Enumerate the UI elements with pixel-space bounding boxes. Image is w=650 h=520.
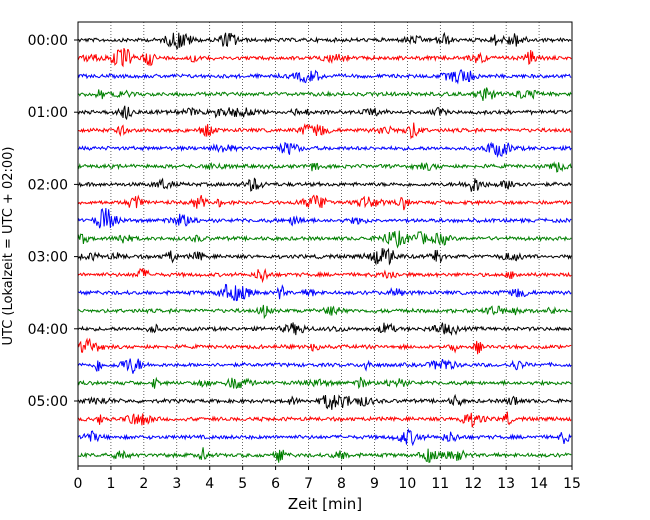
x-axis-label: Zeit [min]	[288, 495, 362, 513]
x-tick-label: 6	[271, 476, 280, 492]
trace-00:30	[77, 69, 572, 85]
trace-05:00	[77, 393, 572, 410]
trace-01:30	[77, 141, 572, 158]
x-tick-label: 8	[337, 476, 346, 492]
y-tick-label: 01:00	[28, 105, 68, 121]
x-tick-label: 3	[172, 476, 181, 492]
y-tick-label: 00:00	[28, 33, 68, 49]
x-tick-label: 15	[563, 476, 581, 492]
trace-04:00	[77, 322, 572, 337]
trace-04:30	[77, 358, 572, 374]
x-tick-label: 14	[530, 476, 548, 492]
x-tick-label: 12	[464, 476, 482, 492]
trace-02:15	[77, 194, 572, 211]
x-tick-label: 9	[370, 476, 379, 492]
x-tick-label: 13	[497, 476, 515, 492]
trace-05:15	[77, 411, 572, 428]
x-axis-ticks: 0 1 2 3 4 5 6 7 8 9 10 11 12 13 14 15	[74, 466, 581, 492]
trace-05:45	[77, 447, 572, 463]
grid-lines	[110, 22, 540, 466]
trace-05:30	[77, 428, 572, 447]
trace-02:30	[77, 207, 572, 229]
trace-04:15	[77, 337, 572, 355]
trace-04:45	[77, 376, 572, 390]
trace-00:45	[77, 87, 572, 102]
y-tick-label: 02:00	[28, 177, 68, 193]
trace-03:00	[77, 247, 572, 266]
y-tick-label: 04:00	[28, 322, 68, 338]
x-tick-label: 0	[74, 476, 83, 492]
trace-03:45	[78, 304, 572, 320]
y-tick-label: 03:00	[28, 250, 68, 266]
trace-00:15	[77, 48, 572, 68]
y-axis-label: UTC (Lokalzeit = UTC + 02:00)	[1, 147, 16, 346]
y-axis-ticks: 00:00 01:00 02:00 03:00 04:00 05:00	[28, 33, 78, 410]
trace-01:45	[77, 161, 572, 173]
y-tick-label: 05:00	[28, 394, 68, 410]
x-tick-label: 4	[205, 476, 214, 492]
trace-02:45	[77, 230, 572, 249]
plot-frame	[77, 21, 573, 467]
trace-03:30	[77, 283, 572, 302]
x-tick-label: 5	[238, 476, 247, 492]
x-tick-label: 7	[304, 476, 313, 492]
trace-01:00	[77, 105, 572, 121]
x-tick-label: 10	[398, 476, 416, 492]
x-tick-label: 11	[431, 476, 449, 492]
trace-02:00	[77, 177, 572, 192]
x-tick-label: 2	[139, 476, 148, 492]
trace-00:00	[77, 31, 572, 51]
x-tick-label: 1	[106, 476, 115, 492]
trace-01:15	[77, 122, 572, 140]
seismic-traces	[77, 31, 572, 463]
trace-03:15	[77, 267, 572, 284]
